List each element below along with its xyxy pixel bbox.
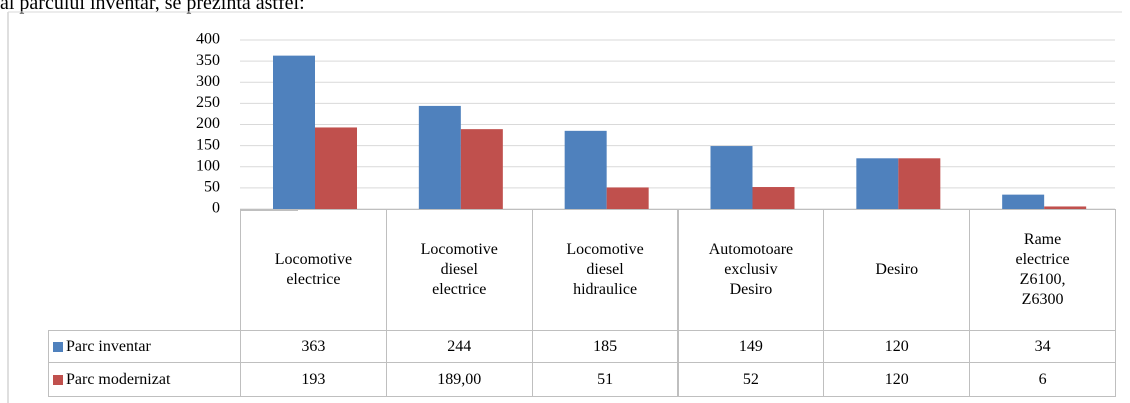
caption: al parcului inventar, se prezintă astfel… [0,0,305,14]
y-tick-label: 50 [204,179,220,196]
data-cell: 120 [823,362,971,397]
data-cell: 244 [385,330,533,363]
legend-cell: Parc modernizat [48,362,241,397]
data-cell: 120 [823,330,971,363]
y-tick-label: 350 [196,52,220,69]
data-cell-text: 149 [738,337,763,355]
data-cell: 189,00 [385,362,533,397]
data-cell: 193 [240,362,387,397]
bar [273,55,315,209]
bar [418,105,461,209]
bar [1044,206,1087,209]
data-cell: 52 [677,362,825,397]
data-cell-text: 52 [742,370,759,388]
legend-label: Parc inventar [66,337,151,355]
data-cell-text: 363 [301,337,326,355]
data-cell-text: 185 [593,337,618,355]
data-cell: 6 [969,362,1116,397]
y-tick-label: 400 [196,31,220,48]
data-cell: 185 [531,330,679,363]
data-cell-text: 34 [1034,337,1051,355]
bar [1002,194,1045,209]
bar [315,127,357,209]
category-cell: Desiro [823,209,971,331]
y-tick-label: 250 [196,94,220,111]
bar [856,158,899,209]
category-cell-text: Rame electrice Z6100, Z6300 [1015,231,1070,308]
data-cell-text: 120 [884,370,909,388]
category-cell-text: Locomotive diesel electrice [420,241,498,298]
category-cell: Automotoare exclusiv Desiro [677,209,825,331]
data-cell: 34 [969,330,1116,363]
category-cell-text: Locomotive electrice [274,251,353,288]
y-tick-label: 150 [196,136,220,153]
legend-key [53,374,63,385]
category-cell: Locomotive diesel electrice [385,209,533,331]
legend-label: Parc modernizat [66,370,171,388]
category-cell: Rame electrice Z6100, Z6300 [969,209,1116,331]
data-cell-text: 189,00 [437,370,482,388]
data-cell-text: 193 [301,370,326,388]
y-tick-label: 200 [196,115,220,132]
category-cell-text: Desiro [875,261,919,278]
category-cell-text: Locomotive diesel hidraulice [566,241,644,298]
data-cell-text: 51 [597,370,614,388]
bar [564,130,607,209]
data-cell: 363 [240,330,387,363]
data-cell: 51 [531,362,679,397]
data-cell-text: 120 [884,337,909,355]
bar [710,146,753,209]
bar [460,129,503,209]
bar [752,187,795,209]
data-cell-text: 6 [1038,370,1047,388]
data-cell: 149 [677,330,825,363]
bar [606,187,649,209]
category-cell: Locomotive electrice [240,209,387,331]
legend-key [53,341,63,352]
y-tick-label: 100 [196,157,220,174]
bar [898,158,941,209]
data-cell-text: 244 [447,337,472,355]
legend-cell: Parc inventar [48,330,241,363]
y-tick-label: 0 [212,200,220,217]
category-cell-text: Automotoare exclusiv Desiro [708,241,794,298]
y-tick-label: 300 [196,73,220,90]
category-cell: Locomotive diesel hidraulice [531,209,679,331]
